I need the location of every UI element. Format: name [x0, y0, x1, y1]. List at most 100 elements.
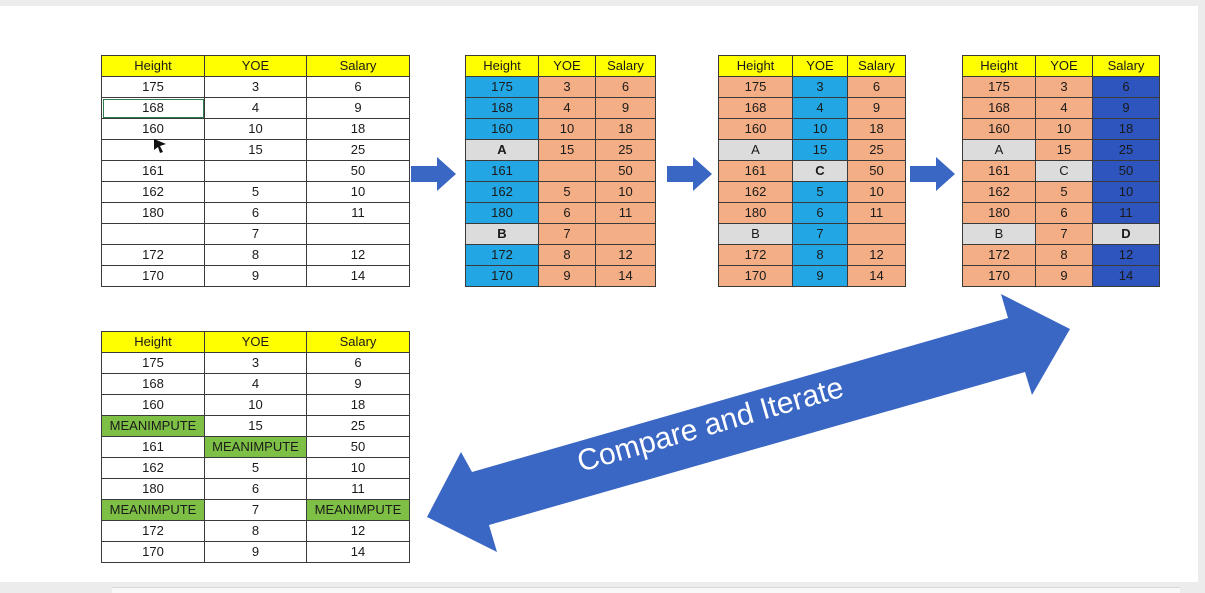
- cell-salary: 11: [595, 202, 656, 224]
- cell-height: A: [962, 139, 1036, 161]
- table-row: 172 8 12: [962, 244, 1160, 266]
- cell-height: 168: [962, 97, 1036, 119]
- table-row: 172 8 12: [465, 244, 656, 266]
- table-row: 168 4 9: [465, 97, 656, 119]
- table-row: 168 4 9: [962, 97, 1160, 119]
- header-yoe: YOE: [204, 331, 307, 353]
- cell-height: [101, 223, 205, 245]
- header-yoe: YOE: [792, 55, 848, 77]
- cell-yoe: 3: [538, 76, 596, 98]
- cell-yoe: 9: [1035, 265, 1093, 287]
- cell-yoe: 7: [204, 499, 307, 521]
- cell-height: 162: [101, 181, 205, 203]
- table-row: 7: [101, 223, 410, 245]
- cell-salary: 10: [306, 457, 410, 479]
- table-row: A 15 25: [465, 139, 656, 161]
- cell-height: 170: [962, 265, 1036, 287]
- table-row: 170 9 14: [465, 265, 656, 287]
- cell-height: 172: [962, 244, 1036, 266]
- cell-yoe: 8: [204, 520, 307, 542]
- cell-salary: MEANIMPUTE: [306, 499, 410, 521]
- cell-yoe: 8: [204, 244, 307, 266]
- table-row: 168 4 9: [101, 97, 410, 119]
- header-salary: Salary: [306, 331, 410, 353]
- cell-yoe: 6: [538, 202, 596, 224]
- cell-yoe: 9: [204, 541, 307, 563]
- cell-salary: 12: [306, 244, 410, 266]
- cell-height: MEANIMPUTE: [101, 499, 205, 521]
- cell-yoe: 15: [792, 139, 848, 161]
- cell-yoe: 15: [204, 415, 307, 437]
- header-height: Height: [465, 55, 539, 77]
- original-data-table: Height YOE Salary 175 3 6 168 4 9 160 10 18 15 25 1…: [101, 55, 410, 287]
- cell-yoe: 3: [792, 76, 848, 98]
- cell-height: 170: [101, 541, 205, 563]
- cell-yoe: 10: [792, 118, 848, 140]
- table-row: 175 3 6: [101, 352, 410, 374]
- cell-salary: 6: [1092, 76, 1160, 98]
- cell-salary: 9: [1092, 97, 1160, 119]
- cell-height: B: [962, 223, 1036, 245]
- header-height: Height: [101, 331, 205, 353]
- cell-yoe: 9: [204, 265, 307, 287]
- table-row: 161 50: [465, 160, 656, 182]
- table-row: 162 5 10: [101, 181, 410, 203]
- cell-salary: 25: [595, 139, 656, 161]
- cell-height: 172: [465, 244, 539, 266]
- cell-height: 161: [465, 160, 539, 182]
- cell-yoe: 15: [204, 139, 307, 161]
- cell-yoe: 6: [204, 202, 307, 224]
- cell-salary: 50: [306, 160, 410, 182]
- cell-yoe: 5: [204, 181, 307, 203]
- table-row: 175 3 6: [962, 76, 1160, 98]
- cell-yoe: 5: [204, 457, 307, 479]
- table-row: 170 9 14: [718, 265, 906, 287]
- cell-salary: 10: [306, 181, 410, 203]
- cell-height: 175: [101, 76, 205, 98]
- cell-salary: 14: [1092, 265, 1160, 287]
- cell-height: 172: [718, 244, 793, 266]
- cell-yoe: 5: [1035, 181, 1093, 203]
- cell-salary: 9: [306, 373, 410, 395]
- cell-salary: 14: [595, 265, 656, 287]
- cell-height: 168: [101, 97, 205, 119]
- header-yoe: YOE: [538, 55, 596, 77]
- cell-yoe: 3: [1035, 76, 1093, 98]
- cell-salary: 14: [306, 265, 410, 287]
- cell-height: 180: [101, 478, 205, 500]
- table-row: 180 6 11: [101, 202, 410, 224]
- cell-height: 160: [101, 118, 205, 140]
- right-arrow-icon: [910, 157, 955, 191]
- cell-salary: 50: [595, 160, 656, 182]
- table-row: 172 8 12: [718, 244, 906, 266]
- cell-height: 162: [962, 181, 1036, 203]
- table-row: 160 10 18: [101, 394, 410, 416]
- cell-height: 162: [465, 181, 539, 203]
- cell-height: 160: [101, 394, 205, 416]
- cell-height: 161: [962, 160, 1036, 182]
- cell-yoe: 10: [204, 394, 307, 416]
- cell-height: A: [718, 139, 793, 161]
- table-row: 162 5 10: [101, 457, 410, 479]
- cell-height: 180: [962, 202, 1036, 224]
- cell-salary: 18: [1092, 118, 1160, 140]
- header-salary: Salary: [306, 55, 410, 77]
- cell-height: 180: [465, 202, 539, 224]
- cell-height: 172: [101, 244, 205, 266]
- cell-salary: 12: [306, 520, 410, 542]
- header-height: Height: [718, 55, 793, 77]
- cell-yoe: 4: [1035, 97, 1093, 119]
- table-row: 161 C 50: [718, 160, 906, 182]
- bottom-panel-edge: [112, 587, 1180, 593]
- table-row: 175 3 6: [718, 76, 906, 98]
- cell-yoe: 10: [1035, 118, 1093, 140]
- cell-salary: 6: [595, 76, 656, 98]
- table-row: MEANIMPUTE 15 25: [101, 415, 410, 437]
- cell-yoe: 6: [204, 478, 307, 500]
- cell-salary: D: [1092, 223, 1160, 245]
- mouse-cursor-icon: [154, 139, 166, 153]
- table-row: 168 4 9: [718, 97, 906, 119]
- table-row: 161 50: [101, 160, 410, 182]
